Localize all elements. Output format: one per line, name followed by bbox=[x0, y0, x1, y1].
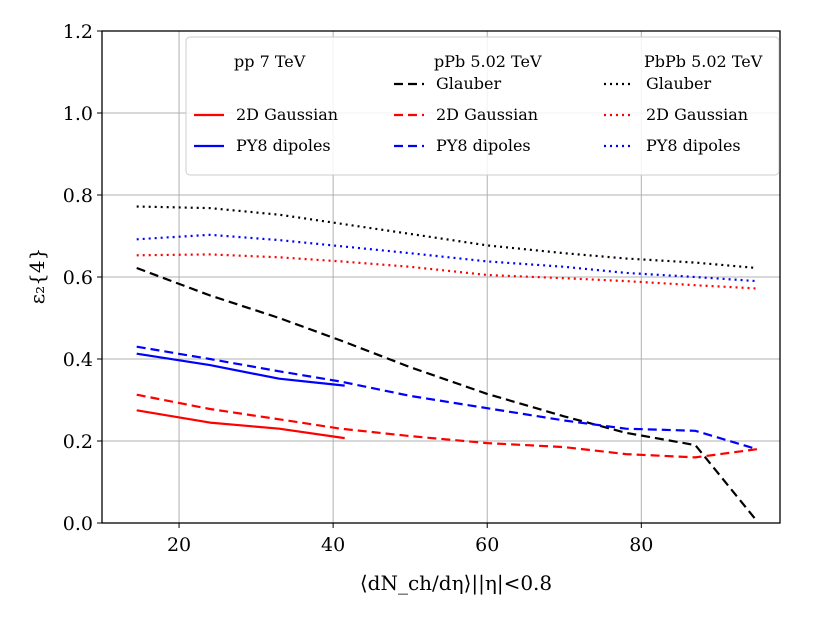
series-line-4 bbox=[136, 345, 758, 451]
y-tick-label: 0.8 bbox=[63, 185, 93, 207]
legend-label-0: 2D Gaussian bbox=[236, 105, 338, 124]
x-axis-label: ⟨dN_ch/dη⟩||η|<0.8 bbox=[360, 571, 552, 596]
x-tick-label: 20 bbox=[167, 534, 191, 556]
series-line-6 bbox=[136, 253, 757, 290]
legend-box bbox=[185, 36, 780, 176]
y-tick-label: 0.4 bbox=[63, 349, 93, 371]
legend-label-2: Glauber bbox=[436, 74, 501, 93]
legend-label-4: PY8 dipoles bbox=[436, 136, 531, 155]
y-tick-label: 0.2 bbox=[63, 431, 93, 453]
legend-header-pbpb: PbPb 5.02 TeV bbox=[644, 52, 763, 71]
series-line-0 bbox=[136, 409, 345, 440]
series-line-5 bbox=[136, 205, 757, 270]
legend-entries: 2D Gaussian PY8 dipoles Glauber 2D Gaussian… bbox=[194, 74, 748, 155]
legend-header-pp: pp 7 TeV bbox=[234, 52, 306, 71]
x-tick-label: 60 bbox=[475, 534, 499, 556]
y-tick-label: 1.2 bbox=[63, 21, 93, 43]
legend: pp 7 TeV pPb 5.02 TeV PbPb 5.02 TeV 2D G… bbox=[185, 36, 780, 176]
ticks: 20 40 60 80 0.0 0.2 0.4 0.6 0.8 1.0 1.2 bbox=[63, 21, 654, 556]
legend-header-ppb: pPb 5.02 TeV bbox=[434, 52, 542, 71]
series-line-1 bbox=[136, 352, 345, 387]
legend-label-1: PY8 dipoles bbox=[236, 136, 331, 155]
y-axis-label: ε₂{4} bbox=[25, 248, 49, 305]
series-layer bbox=[136, 205, 758, 522]
legend-label-7: PY8 dipoles bbox=[646, 136, 741, 155]
legend-label-5: Glauber bbox=[646, 74, 711, 93]
y-tick-label: 0.0 bbox=[63, 513, 93, 535]
legend-label-3: 2D Gaussian bbox=[436, 105, 538, 124]
series-line-3 bbox=[136, 393, 758, 459]
y-tick-label: 0.6 bbox=[63, 267, 93, 289]
series-line-2 bbox=[136, 266, 758, 522]
y-tick-label: 1.0 bbox=[63, 103, 93, 125]
x-tick-label: 80 bbox=[629, 534, 653, 556]
x-tick-label: 40 bbox=[321, 534, 345, 556]
legend-label-6: 2D Gaussian bbox=[646, 105, 748, 124]
series-line-7 bbox=[136, 233, 757, 283]
